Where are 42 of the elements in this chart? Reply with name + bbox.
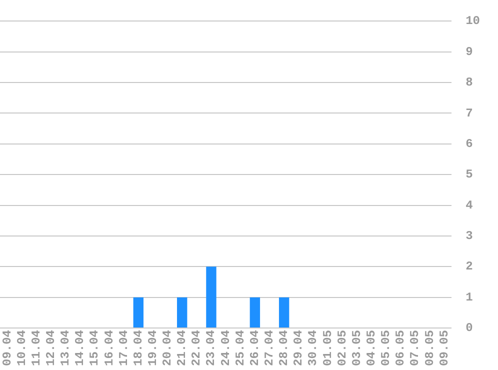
y-tick-label: 5 bbox=[466, 168, 473, 182]
x-tick-label: 07.05 bbox=[408, 330, 422, 366]
x-tick-label: 13.04 bbox=[58, 330, 73, 366]
x-tick-label: 06.05 bbox=[394, 330, 408, 366]
x-tick-label: 27.04 bbox=[262, 330, 277, 366]
x-tick-label: 17.04 bbox=[116, 330, 131, 366]
x-tick-label: 01.05 bbox=[320, 330, 335, 366]
y-tick-label: 6 bbox=[466, 136, 473, 151]
x-tick-label: 15.04 bbox=[88, 330, 102, 366]
y-tick-label: 3 bbox=[466, 228, 473, 243]
x-tick-label: 22.04 bbox=[190, 330, 204, 366]
x-tick-label: 23.04 bbox=[204, 330, 218, 366]
x-tick-label: 11.04 bbox=[29, 330, 44, 366]
x-tick-label: 18.04 bbox=[131, 330, 146, 366]
y-tick-label: 9 bbox=[466, 44, 473, 59]
x-tick-label: 28.04 bbox=[277, 330, 292, 366]
y-tick-label: 0 bbox=[466, 321, 473, 336]
x-tick-label: 03.05 bbox=[350, 330, 364, 366]
x-tick-label: 05.05 bbox=[379, 330, 394, 366]
y-tick-label: 8 bbox=[466, 76, 473, 90]
y-tick-label: 7 bbox=[466, 106, 473, 120]
x-tick-label: 21.04 bbox=[175, 330, 190, 366]
x-tick-label: 02.05 bbox=[335, 330, 350, 366]
x-tick-label: 09.04 bbox=[0, 330, 14, 366]
x-tick-label: 30.04 bbox=[306, 330, 320, 366]
x-tick-label: 08.05 bbox=[422, 330, 437, 366]
x-tick-label: 04.05 bbox=[364, 330, 378, 366]
x-tick-label: 09.05 bbox=[437, 330, 452, 366]
x-tick-label: 19.04 bbox=[146, 330, 160, 366]
x-tick-label: 29.04 bbox=[292, 330, 306, 366]
x-tick-label: 12.04 bbox=[44, 330, 58, 366]
x-tick-label: 26.04 bbox=[248, 330, 262, 366]
x-tick-label: 20.04 bbox=[160, 330, 175, 366]
x-tick-label: 16.04 bbox=[102, 330, 116, 366]
y-tick-label: 4 bbox=[466, 198, 473, 212]
x-tick-label: 14.04 bbox=[73, 330, 88, 366]
x-tick-label: 25.04 bbox=[233, 330, 248, 366]
y-tick-label: 10 bbox=[466, 14, 480, 28]
y-tick-label: 2 bbox=[466, 260, 473, 274]
y-tick-label: 1 bbox=[466, 290, 473, 304]
x-tick-label: 24.04 bbox=[218, 330, 233, 366]
x-tick-label: 10.04 bbox=[14, 330, 29, 366]
